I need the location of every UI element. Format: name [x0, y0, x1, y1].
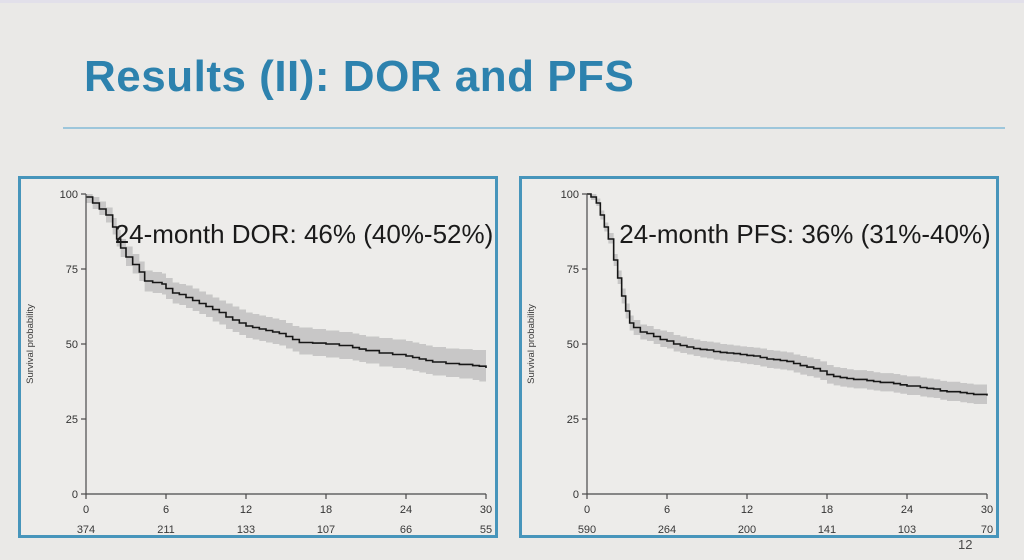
svg-text:6: 6 — [163, 504, 169, 516]
pfs-chart-panel: 100 75 50 25 0 0 590 6 264 12 200 18 141 24 103 30 70 24-… — [519, 176, 999, 538]
dor-chart-panel: 100 75 50 25 0 0 374 6 211 12 133 18 107 24 66 30 55 24-m… — [18, 176, 498, 538]
svg-text:590: 590 — [578, 524, 596, 535]
svg-text:133: 133 — [237, 524, 255, 535]
svg-text:24-month PFS: 36% (31%-40%): 24-month PFS: 36% (31%-40%) — [619, 219, 990, 249]
svg-text:Survival probability: Survival probability — [526, 304, 537, 384]
svg-text:200: 200 — [738, 524, 756, 535]
page-title: Results (II): DOR and PFS — [84, 52, 635, 101]
svg-text:100: 100 — [561, 189, 579, 201]
svg-text:50: 50 — [66, 339, 78, 351]
svg-text:18: 18 — [821, 504, 833, 516]
svg-text:50: 50 — [567, 339, 579, 351]
svg-text:24: 24 — [901, 504, 913, 516]
title-underline — [63, 127, 1005, 129]
svg-text:0: 0 — [584, 504, 590, 516]
pfs-km-chart: 100 75 50 25 00 590 6 264 12 200 18 141 24 103 30 70 24-… — [526, 189, 993, 535]
svg-text:0: 0 — [83, 504, 89, 516]
svg-text:25: 25 — [66, 414, 78, 426]
svg-text:6: 6 — [664, 504, 670, 516]
svg-text:374: 374 — [77, 524, 95, 535]
svg-text:107: 107 — [317, 524, 335, 535]
svg-text:264: 264 — [658, 524, 676, 535]
svg-text:70: 70 — [981, 524, 993, 535]
svg-text:12: 12 — [240, 504, 252, 516]
svg-text:75: 75 — [66, 264, 78, 276]
svg-text:25: 25 — [567, 414, 579, 426]
svg-text:30: 30 — [981, 504, 993, 516]
svg-text:75: 75 — [567, 264, 579, 276]
slide-top-edge — [0, 0, 1024, 3]
dor-km-chart: 100 75 50 25 00 374 6 211 12 133 18 107 24 66 30 55 24-m… — [25, 189, 494, 535]
svg-text:0: 0 — [72, 489, 78, 501]
svg-text:24-month DOR: 46% (40%-52%): 24-month DOR: 46% (40%-52%) — [115, 219, 494, 249]
svg-text:24: 24 — [400, 504, 412, 516]
svg-text:30: 30 — [480, 504, 492, 516]
svg-text:211: 211 — [157, 524, 175, 535]
svg-text:66: 66 — [400, 524, 412, 535]
svg-text:18: 18 — [320, 504, 332, 516]
svg-text:55: 55 — [480, 524, 492, 535]
svg-text:100: 100 — [60, 189, 78, 201]
charts-row: 100 75 50 25 0 0 374 6 211 12 133 18 107 24 66 30 55 24-m… — [18, 176, 1006, 538]
svg-text:Survival probability: Survival probability — [25, 304, 36, 384]
svg-text:0: 0 — [573, 489, 579, 501]
svg-text:12: 12 — [741, 504, 753, 516]
svg-text:103: 103 — [898, 524, 916, 535]
svg-text:141: 141 — [818, 524, 836, 535]
page-number: 12 — [958, 537, 973, 552]
